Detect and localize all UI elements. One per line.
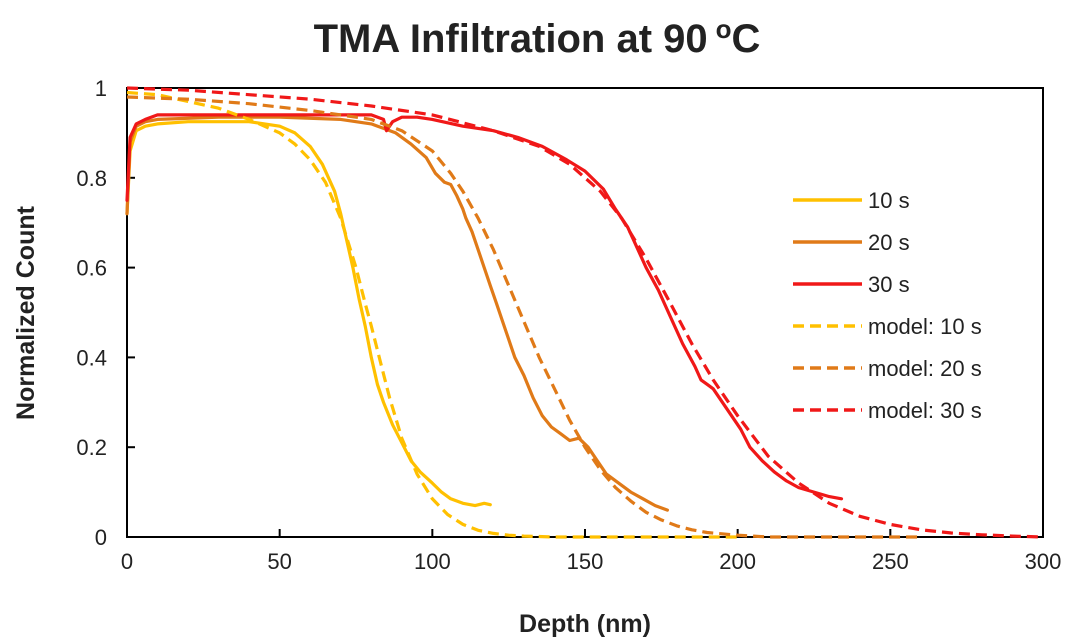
x-tick-label: 150 (567, 549, 604, 574)
chart-title-unit-prefix: o (716, 14, 732, 44)
y-axis-label: Normalized Count (12, 205, 40, 420)
x-tick-label: 200 (719, 549, 756, 574)
y-tick-label: 0.6 (76, 256, 107, 281)
y-tick-label: 0.8 (76, 166, 107, 191)
series-line-3 (125, 113, 844, 501)
chart-title: TMA Infiltration at 90 oC (314, 14, 761, 61)
chart-title-unit: C (732, 17, 761, 61)
chart-title-main: TMA Infiltration at 90 (314, 17, 708, 61)
series-line-6 (126, 86, 1044, 539)
x-tick-label: 250 (872, 549, 909, 574)
series-line-1 (125, 120, 492, 508)
y-tick-label: 1 (95, 76, 107, 101)
legend-label: model: 30 s (868, 398, 982, 423)
series-line-4 (126, 90, 738, 539)
x-tick-label: 100 (414, 549, 451, 574)
legend-label: model: 20 s (868, 356, 982, 381)
legend: 10 s 20 s 30 s model: 10 s model: 20 s model:… (793, 188, 982, 423)
y-tick-label: 0.2 (76, 435, 107, 460)
x-axis-ticks: 0 50 100 150 200 250 300 (121, 529, 1061, 574)
x-tick-label: 50 (267, 549, 291, 574)
legend-label: 10 s (868, 188, 910, 213)
plot-area (126, 87, 1044, 538)
x-tick-label: 300 (1025, 549, 1062, 574)
y-tick-label: 0 (95, 525, 107, 550)
plot-frame (126, 87, 1044, 538)
y-tick-label: 0.4 (76, 345, 107, 370)
x-axis-label: Depth (nm) (519, 610, 651, 638)
series-line-5 (126, 95, 921, 539)
x-tick-label: 0 (121, 549, 133, 574)
legend-label: model: 10 s (868, 314, 982, 339)
legend-label: 30 s (868, 272, 910, 297)
series-layer (125, 86, 1044, 539)
series-line-2 (125, 115, 669, 512)
y-axis-ticks: 0 0.2 0.4 0.6 0.8 1 (76, 76, 135, 550)
legend-label: 20 s (868, 230, 910, 255)
